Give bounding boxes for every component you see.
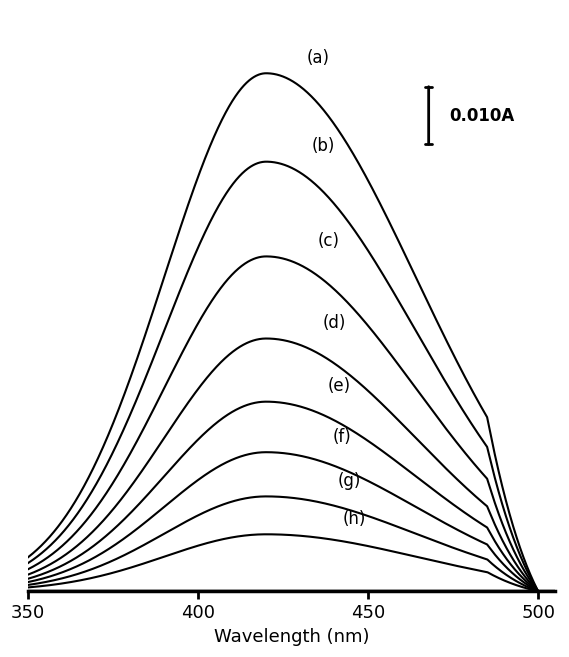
Text: (d): (d) (322, 314, 345, 332)
Text: (h): (h) (343, 510, 366, 528)
Text: (c): (c) (317, 232, 339, 250)
Text: (a): (a) (307, 49, 330, 67)
Text: (e): (e) (327, 377, 351, 396)
Text: (b): (b) (312, 137, 336, 155)
Text: (f): (f) (332, 428, 351, 446)
X-axis label: Wavelength (nm): Wavelength (nm) (214, 628, 369, 646)
Text: (g): (g) (337, 472, 361, 490)
Text: 0.010A: 0.010A (450, 106, 515, 125)
